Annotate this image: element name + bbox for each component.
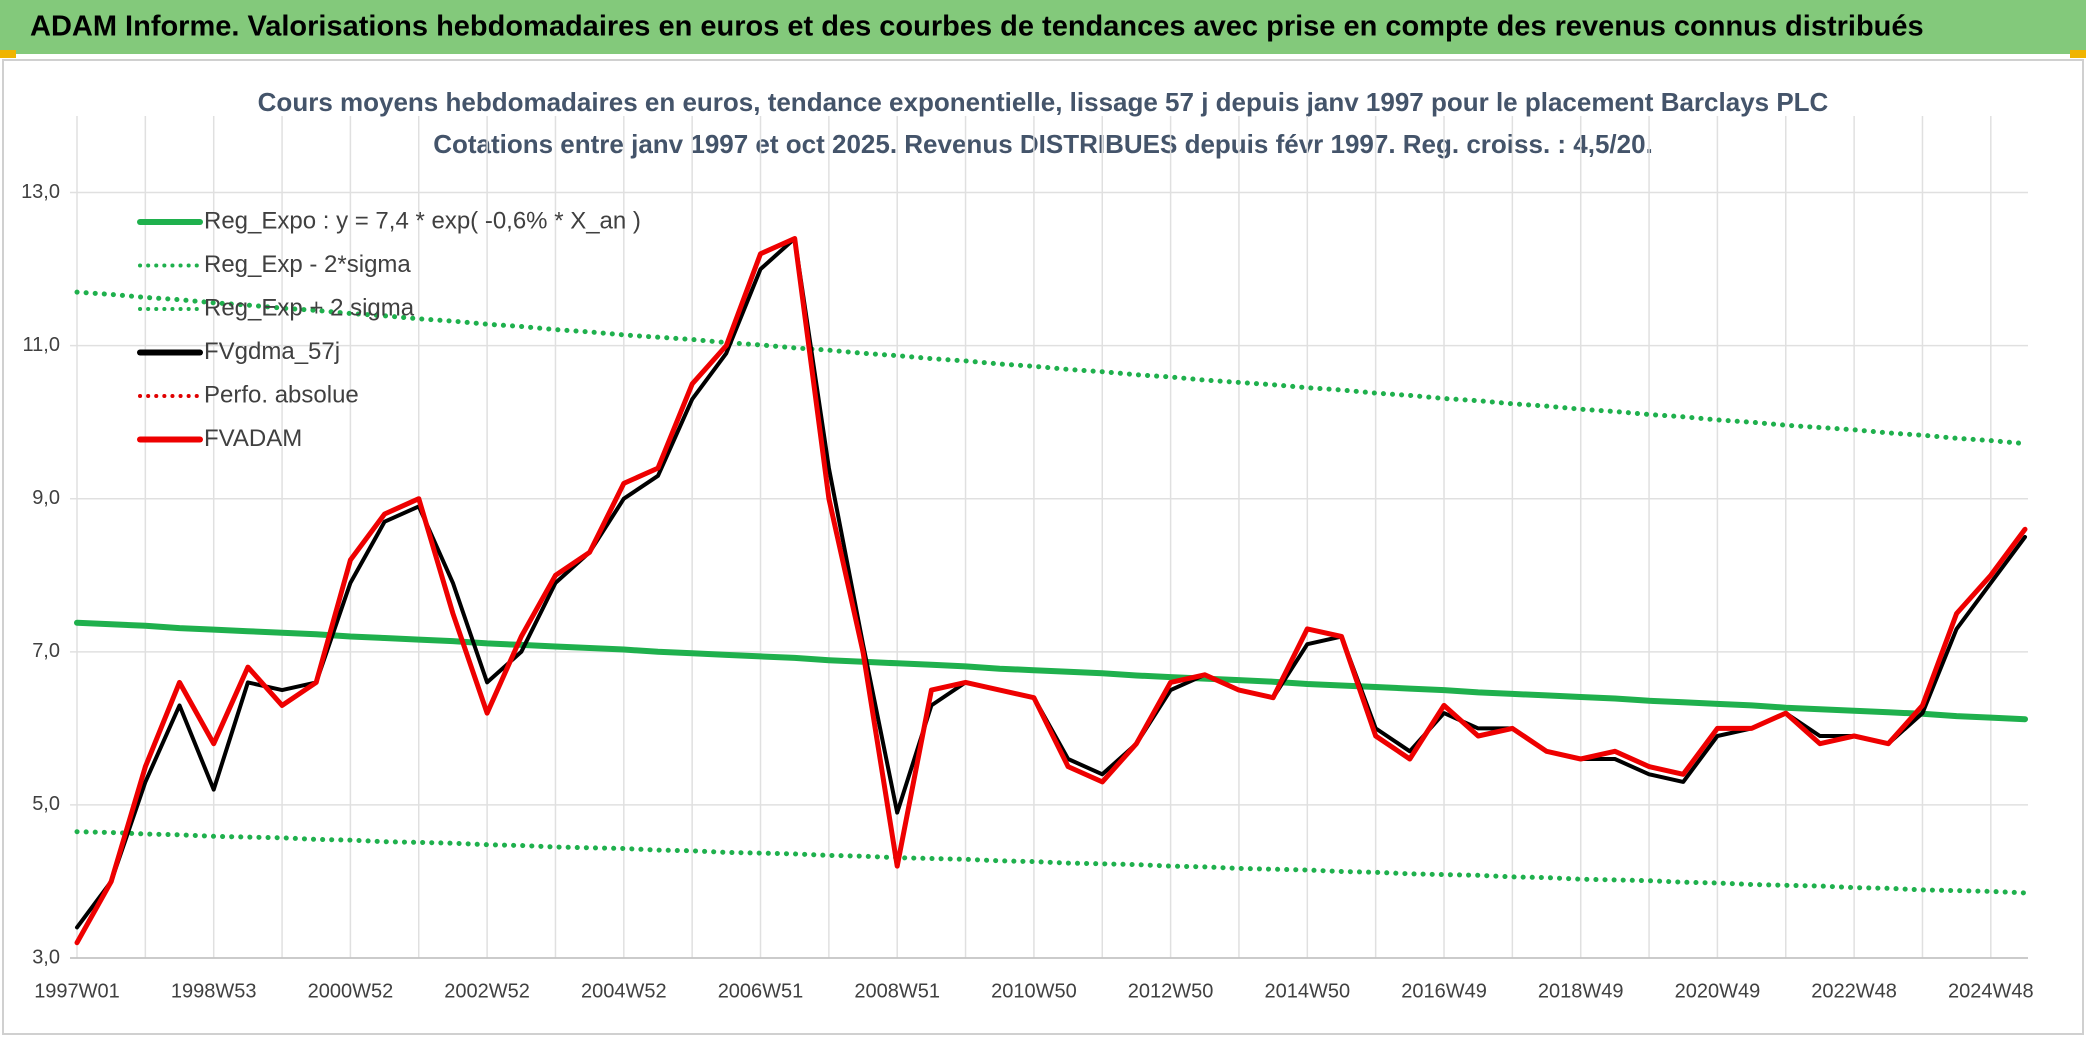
- x-tick-label: 2012W50: [1128, 980, 1214, 1002]
- chart-subtitle: Cotations entre janv 1997 et oct 2025. R…: [433, 129, 1653, 159]
- series-line: [74, 619, 2028, 723]
- y-tick-label: 13,0: [21, 181, 60, 203]
- legend-label: Reg_Exp - 2*sigma: [204, 251, 411, 278]
- legend-label: FVADAM: [204, 425, 302, 452]
- header-bar: [0, 0, 2086, 54]
- legend-label: Reg_Exp + 2 sigma: [204, 294, 415, 321]
- x-tick-label: 2018W49: [1538, 980, 1624, 1002]
- x-tick-label: 2024W48: [1948, 980, 2034, 1002]
- x-tick-label: 2000W52: [308, 980, 394, 1002]
- y-tick-label: 11,0: [23, 334, 60, 356]
- x-tick-label: 2002W52: [444, 980, 530, 1002]
- header-corner: [2070, 50, 2086, 58]
- y-tick-label: 7,0: [32, 640, 60, 662]
- header-title: ADAM Informe. Valorisations hebdomadaire…: [30, 11, 1924, 43]
- y-tick-label: 5,0: [32, 793, 60, 815]
- chart-border: [2, 59, 2084, 1035]
- series-line: [74, 236, 2028, 946]
- legend-label: Reg_Expo : y = 7,4 * exp( -0,6% * X_an ): [204, 207, 641, 234]
- legend-label: Perfo. absolue: [204, 381, 359, 408]
- x-tick-label: 2016W49: [1401, 980, 1487, 1002]
- series-line: [74, 829, 2028, 896]
- x-tick-label: 2022W48: [1811, 980, 1897, 1002]
- x-tick-label: 2020W49: [1675, 980, 1761, 1002]
- x-tick-label: 1998W53: [171, 980, 257, 1002]
- y-tick-label: 9,0: [32, 487, 60, 509]
- series-line: [74, 289, 2028, 447]
- x-tick-label: 1997W01: [34, 980, 120, 1002]
- x-tick-label: 2008W51: [854, 980, 940, 1002]
- x-tick-label: 2004W52: [581, 980, 667, 1002]
- y-tick-label: 3,0: [32, 946, 60, 968]
- x-tick-label: 2014W50: [1265, 980, 1351, 1002]
- chart-title: Cours moyens hebdomadaires en euros, ten…: [258, 87, 1829, 117]
- header-corner: [0, 50, 16, 58]
- legend-label: FVgdma_57j: [204, 338, 340, 365]
- x-tick-label: 2010W50: [991, 980, 1077, 1002]
- x-tick-label: 2006W51: [718, 980, 804, 1002]
